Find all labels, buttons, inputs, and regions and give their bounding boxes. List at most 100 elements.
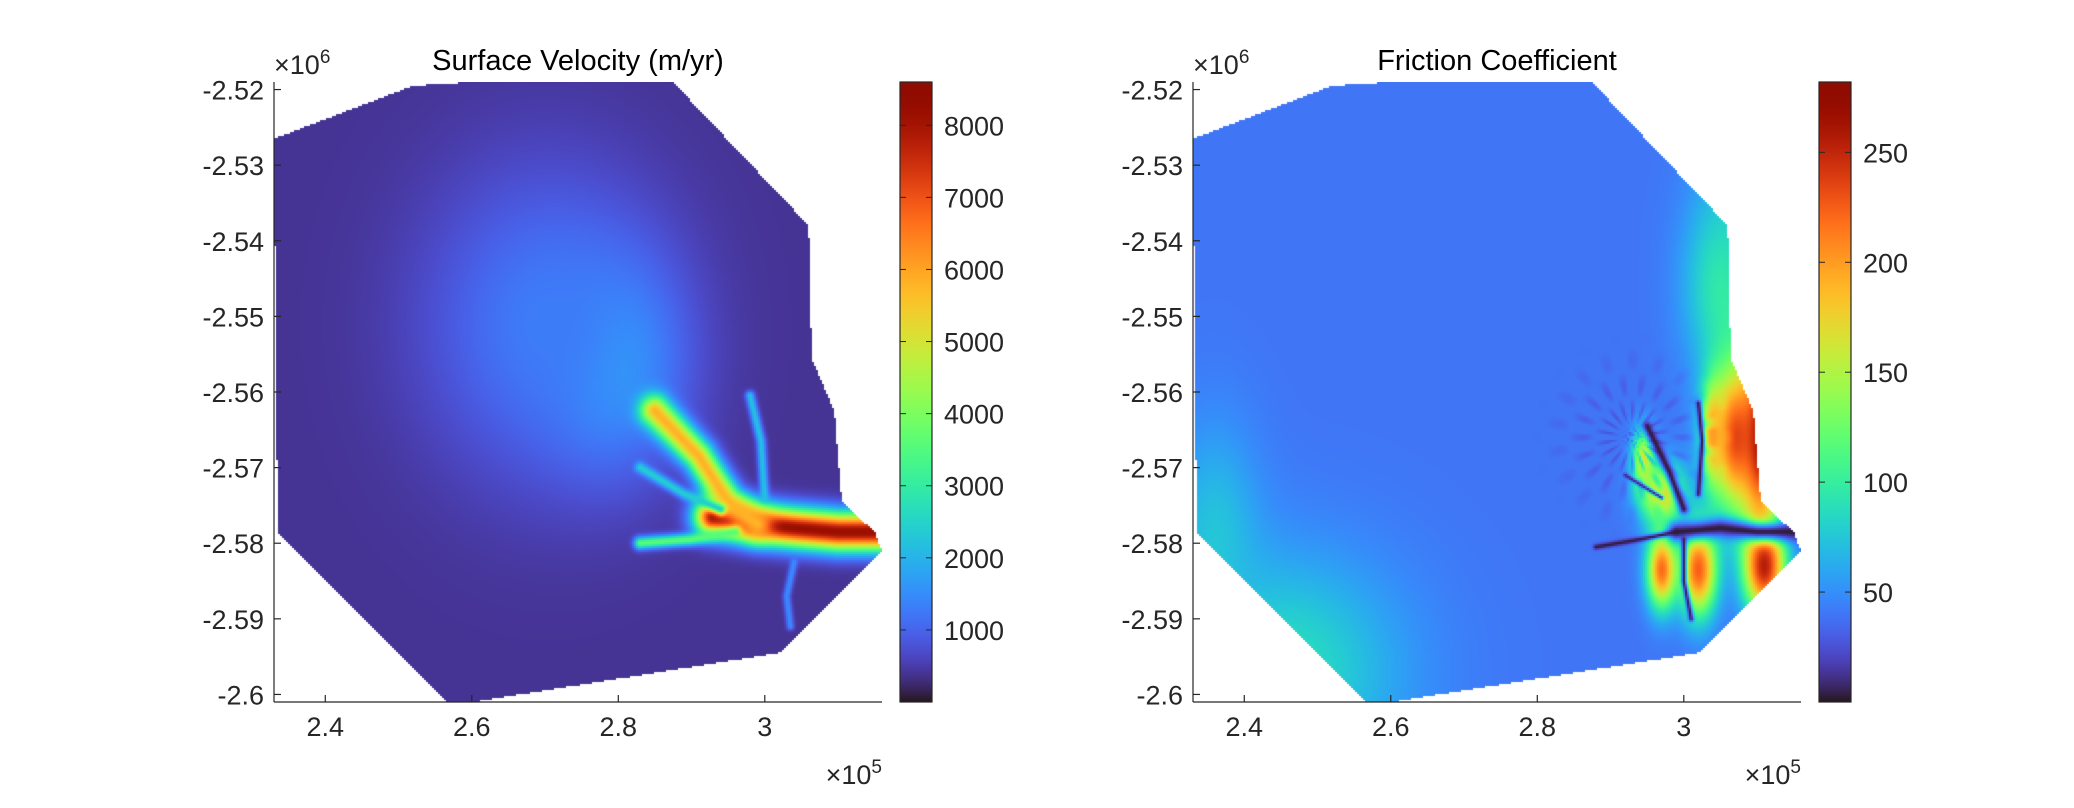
colorbar-strip — [900, 402, 932, 404]
colorbar-strip — [1819, 177, 1851, 179]
colorbar-strip — [1819, 427, 1851, 429]
colorbar-strip — [900, 214, 932, 216]
colorbar-strip — [1819, 326, 1851, 328]
colorbar-strip — [900, 105, 932, 107]
colorbar-strip — [900, 475, 932, 477]
colorbar-strip — [900, 216, 932, 218]
colorbar-strip — [900, 314, 932, 316]
colorbar-strip — [900, 633, 932, 635]
colorbar-strip — [900, 296, 932, 298]
y-exponent-label: ×106 — [274, 47, 330, 80]
colorbar-strip — [900, 114, 932, 116]
colorbar-strip — [1819, 615, 1851, 617]
colorbar-strip — [900, 489, 932, 491]
colorbar-strip — [1819, 406, 1851, 408]
colorbar-strip — [1819, 542, 1851, 544]
colorbar-strip — [900, 301, 932, 303]
colorbar-strip — [900, 122, 932, 124]
colorbar-strip — [1819, 480, 1851, 482]
colorbar-strip — [900, 279, 932, 281]
colorbar-strip — [1819, 204, 1851, 206]
colorbar-strip — [1819, 572, 1851, 574]
colorbar-strip — [1819, 127, 1851, 129]
colorbar-strip — [1819, 367, 1851, 369]
colorbar-strip — [900, 251, 932, 253]
colorbar-strip — [1819, 551, 1851, 553]
colorbar-strip — [1819, 598, 1851, 600]
colorbar-strip — [1819, 323, 1851, 325]
colorbar-strip — [1819, 683, 1851, 685]
colorbar-strip — [1819, 192, 1851, 194]
colorbar-strip — [1819, 399, 1851, 401]
colorbar-strip — [1819, 238, 1851, 240]
colorbar-strip — [1819, 497, 1851, 499]
colorbar-strip — [900, 520, 932, 522]
colorbar-strip — [900, 182, 932, 184]
colorbar-strip — [900, 207, 932, 209]
colorbar-strip — [1819, 182, 1851, 184]
colorbar-strip — [1819, 382, 1851, 384]
colorbar-strip — [1819, 208, 1851, 210]
colorbar-strip — [1819, 237, 1851, 239]
colorbar-strip — [1819, 614, 1851, 616]
colorbar-strip — [900, 695, 932, 697]
heatmap-field — [1193, 82, 1801, 702]
colorbar-strip — [1819, 574, 1851, 576]
chart-panel-2: 2.4 2.6 2.8 3 -2.52 -2.53 -2.54 -2.55 -2.56 -2.57… — [1121, 45, 1908, 790]
colorbar-strip — [1819, 666, 1851, 668]
colorbar-strip — [900, 588, 932, 590]
colorbar-strip — [1819, 147, 1851, 149]
colorbar-strip — [1819, 311, 1851, 313]
colorbar-strip — [1819, 384, 1851, 386]
colorbar-strip — [900, 465, 932, 467]
colorbar-strip — [1819, 519, 1851, 521]
colorbar-strip — [900, 462, 932, 464]
colorbar-strip — [900, 286, 932, 288]
colorbar-strip — [900, 253, 932, 255]
colorbar-strip — [900, 259, 932, 261]
colorbar-strip — [900, 300, 932, 302]
colorbar-strip — [1819, 351, 1851, 353]
colorbar-strip — [900, 471, 932, 473]
colorbar-strip — [1819, 503, 1851, 505]
colorbar-strip — [900, 700, 932, 702]
colorbar-strip — [900, 151, 932, 153]
colorbar-strip — [1819, 682, 1851, 684]
colorbar-strip — [900, 685, 932, 687]
colorbar-strip — [900, 128, 932, 130]
colorbar-strip — [1819, 332, 1851, 334]
colorbar-strip — [1819, 686, 1851, 688]
x-tick-label: 2.8 — [1519, 712, 1557, 742]
colorbar-strip — [1819, 133, 1851, 135]
colorbar-strip — [900, 470, 932, 472]
colorbar-strip — [1819, 646, 1851, 648]
colorbar-strip — [1819, 327, 1851, 329]
colorbar-strip — [900, 518, 932, 520]
colorbar-strip — [900, 615, 932, 617]
colorbar-strip — [900, 178, 932, 180]
colorbar-strip — [900, 193, 932, 195]
colorbar-strip — [900, 167, 932, 169]
colorbar-strip — [900, 507, 932, 509]
colorbar-strip — [900, 197, 932, 199]
colorbar-strip — [900, 333, 932, 335]
colorbar-strip — [1819, 272, 1851, 274]
colorbar-strip — [1819, 98, 1851, 100]
colorbar-strip — [900, 351, 932, 353]
colorbar-strip — [1819, 315, 1851, 317]
colorbar-strip — [1819, 587, 1851, 589]
colorbar-strip — [900, 452, 932, 454]
colorbar-strip — [1819, 102, 1851, 104]
colorbar-strip — [1819, 582, 1851, 584]
colorbar-strip — [900, 550, 932, 552]
colorbar-strip — [900, 656, 932, 658]
colorbar-strip — [1819, 543, 1851, 545]
colorbar-strip — [1819, 112, 1851, 114]
colorbar-strip — [1819, 176, 1851, 178]
colorbar-strip — [900, 577, 932, 579]
colorbar-strip — [1819, 699, 1851, 701]
colorbar-strip — [900, 450, 932, 452]
colorbar-strip — [900, 427, 932, 429]
colorbar-strip — [900, 621, 932, 623]
colorbar-strip — [900, 668, 932, 670]
